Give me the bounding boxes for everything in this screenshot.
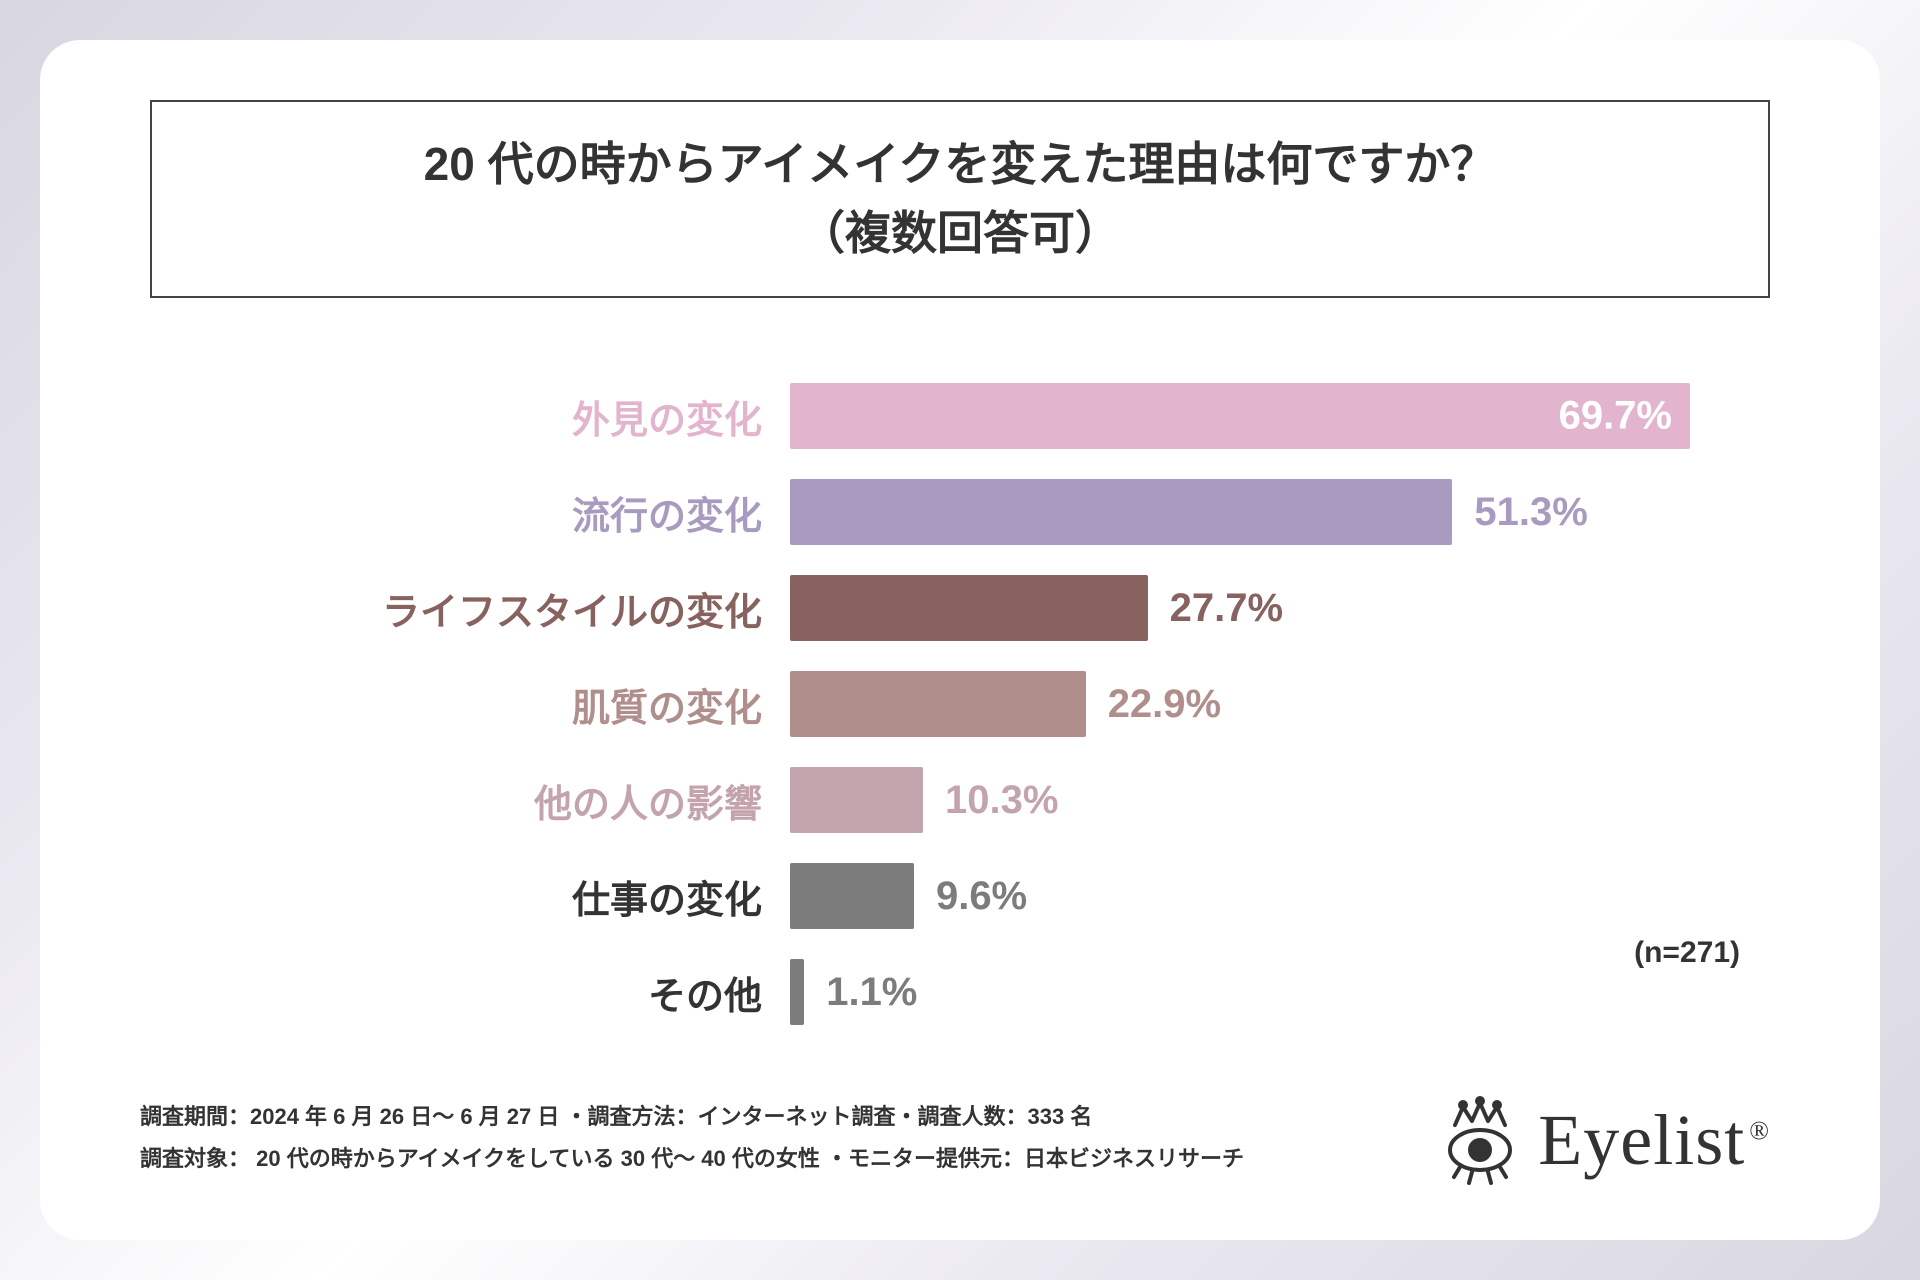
- bar-value: 22.9%: [1108, 682, 1221, 727]
- bar-label: 外見の変化: [330, 389, 790, 444]
- brand-logo: Eyelist®: [1440, 1095, 1770, 1185]
- bar-value: 27.7%: [1170, 586, 1283, 631]
- survey-footer: 調査期間：2024 年 6 月 26 日～ 6 月 27 日 ・調査方法：インタ…: [140, 1096, 1244, 1180]
- bar-label: 仕事の変化: [330, 869, 790, 924]
- bar-track: 27.7%: [790, 575, 1690, 641]
- bar: [790, 671, 1086, 737]
- bar-value: 69.7%: [1559, 394, 1672, 439]
- bar-track: 10.3%: [790, 767, 1690, 833]
- bar-track: 22.9%: [790, 671, 1690, 737]
- title-line-2: （複数回答可）: [192, 199, 1728, 268]
- chart-row: 肌質の変化 22.9%: [330, 656, 1690, 752]
- bar: 69.7%: [790, 383, 1690, 449]
- bar-value: 51.3%: [1474, 490, 1587, 535]
- bar-track: 1.1%: [790, 959, 1690, 1025]
- bar-label: その他: [330, 965, 790, 1020]
- chart-row: 他の人の影響 10.3%: [330, 752, 1690, 848]
- crown-eye-icon: [1440, 1095, 1520, 1185]
- title-box: 20 代の時からアイメイクを変えた理由は何ですか？ （複数回答可）: [150, 100, 1770, 298]
- bar-chart: 外見の変化 69.7% 流行の変化 51.3% ライフスタイルの変化 27.7% 肌質の変化…: [330, 368, 1690, 1040]
- bar-value: 9.6%: [936, 874, 1027, 919]
- info-card: 20 代の時からアイメイクを変えた理由は何ですか？ （複数回答可） 外見の変化 6…: [40, 40, 1880, 1240]
- title-line-1: 20 代の時からアイメイクを変えた理由は何ですか？: [192, 130, 1728, 199]
- chart-row: 外見の変化 69.7%: [330, 368, 1690, 464]
- bar: [790, 479, 1452, 545]
- bar-label: ライフスタイルの変化: [330, 581, 790, 636]
- footer-line-1: 調査期間：2024 年 6 月 26 日～ 6 月 27 日 ・調査方法：インタ…: [140, 1096, 1244, 1138]
- footer-line-2: 調査対象： 20 代の時からアイメイクをしている 30 代～ 40 代の女性 ・…: [140, 1138, 1244, 1180]
- bar-track: 69.7%: [790, 383, 1690, 449]
- bar-value: 10.3%: [945, 778, 1058, 823]
- bar-value: 1.1%: [826, 970, 917, 1015]
- sample-size: (n=271): [1634, 936, 1740, 970]
- bar: [790, 863, 914, 929]
- bar: [790, 767, 923, 833]
- bar-label: 流行の変化: [330, 485, 790, 540]
- bar-label: 肌質の変化: [330, 677, 790, 732]
- bar-label: 他の人の影響: [330, 773, 790, 828]
- logo-text: Eyelist®: [1538, 1099, 1770, 1182]
- bar-track: 9.6%: [790, 863, 1690, 929]
- chart-row: 流行の変化 51.3%: [330, 464, 1690, 560]
- bar-track: 51.3%: [790, 479, 1690, 545]
- chart-row: ライフスタイルの変化 27.7%: [330, 560, 1690, 656]
- bar: [790, 959, 804, 1025]
- chart-row: その他 1.1%: [330, 944, 1690, 1040]
- chart-row: 仕事の変化 9.6%: [330, 848, 1690, 944]
- bar: [790, 575, 1148, 641]
